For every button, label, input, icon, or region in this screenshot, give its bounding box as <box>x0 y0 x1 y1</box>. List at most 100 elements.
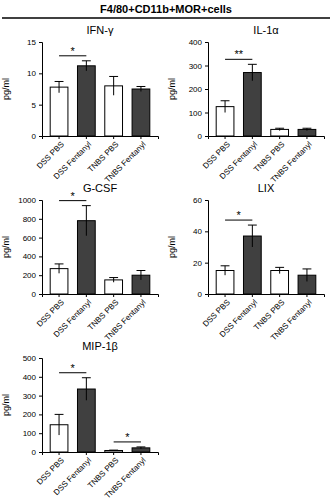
x-tick: TNBS Fentanyl <box>269 294 314 343</box>
x-tick-mark <box>140 452 141 455</box>
x-tick-mark <box>113 452 114 455</box>
y-tick-mark <box>39 200 42 201</box>
y-tick: 500 <box>23 354 42 363</box>
y-tick-mark <box>39 219 42 220</box>
y-tick: 400 <box>23 252 42 261</box>
error-stem <box>140 86 141 91</box>
x-axis: DSS PBSDSS FentanylTNBS PBSTNBS Fentanyl <box>35 294 159 343</box>
x-tick-mark <box>86 294 87 297</box>
x-axis: DSS PBSDSS FentanylTNBS PBSTNBS Fentanyl <box>35 136 159 185</box>
y-tick-mark <box>205 263 208 264</box>
y-tick-label: 20 <box>193 259 202 268</box>
x-tick-mark <box>225 294 226 297</box>
y-tick-label: 600 <box>23 234 37 243</box>
y-axis-line <box>205 201 209 295</box>
error-stem <box>59 81 60 92</box>
error-cap <box>221 100 230 101</box>
error-bar <box>221 266 230 275</box>
y-tick-mark <box>39 452 42 453</box>
x-tick: TNBS Fentanyl <box>103 452 148 500</box>
x-tick-mark <box>306 136 307 139</box>
error-bar <box>248 64 257 80</box>
figure-title: F4/80+CD11b+MOR+cells <box>100 3 232 15</box>
error-cap <box>55 263 64 264</box>
error-bar <box>109 76 118 95</box>
marks <box>50 61 150 136</box>
x-tick-label: DSS Fentanyl <box>52 456 93 497</box>
y-tick-label: 5 <box>32 101 37 110</box>
panel: 051015DSS PBSDSS FentanylTNBS PBSTNBS Fe… <box>1 24 159 185</box>
y-axis-title: pg/ml <box>1 78 11 100</box>
y-tick-label: 200 <box>23 271 37 280</box>
plot: 0100200300400DSS PBSDSS FentanylTNBS PBS… <box>189 38 325 184</box>
x-tick: DSS Fentanyl <box>218 136 259 181</box>
x-tick-mark <box>59 136 60 139</box>
x-tick: DSS Fentanyl <box>52 294 93 339</box>
x-tick-label: DSS Fentanyl <box>218 140 259 181</box>
y-tick-label: 100 <box>189 109 203 118</box>
y-tick: 200 <box>23 410 42 419</box>
y-tick-label: 400 <box>23 373 37 382</box>
x-tick-mark <box>86 452 87 455</box>
x-axis-line <box>43 295 159 298</box>
x-tick-mark <box>86 136 87 139</box>
y-tick-mark <box>39 275 42 276</box>
x-tick-label: DSS Fentanyl <box>218 298 259 339</box>
error-stem <box>252 225 253 247</box>
y-tick-label: 0 <box>32 132 37 141</box>
y-tick-mark <box>205 66 208 67</box>
y-tick-mark <box>39 433 42 434</box>
significance-label: * <box>71 362 76 374</box>
y-tick: 400 <box>23 373 42 382</box>
y-axis-title: pg/ml <box>1 394 11 416</box>
y-tick-label: 40 <box>193 227 202 236</box>
error-stem <box>252 64 253 80</box>
error-bar <box>275 267 284 273</box>
y-axis-line <box>39 201 43 295</box>
y-tick: 400 <box>189 38 208 47</box>
x-tick-mark <box>59 294 60 297</box>
x-tick-mark <box>279 136 280 139</box>
y-axis-title: pg/ml <box>167 236 177 258</box>
y-tick-mark <box>39 136 42 137</box>
y-axis-title: pg/ml <box>167 78 177 100</box>
y-tick-mark <box>39 105 42 106</box>
x-tick-mark <box>252 294 253 297</box>
chart-title: LIX <box>258 182 275 194</box>
error-cap <box>303 128 312 129</box>
error-stem <box>225 101 226 113</box>
error-stem <box>86 61 87 71</box>
plot: 02004006008001000DSS PBSDSS FentanylTNBS… <box>18 190 158 343</box>
significance-label: * <box>125 431 130 443</box>
y-tick-label: 200 <box>189 85 203 94</box>
panel: 0204060DSS PBSDSS FentanylTNBS PBSTNBS F… <box>167 182 325 343</box>
y-tick-label: 0 <box>32 290 37 299</box>
error-stem <box>225 266 226 275</box>
significance-label: * <box>71 45 76 57</box>
y-tick-label: 200 <box>23 410 37 419</box>
error-bar <box>248 225 257 247</box>
error-cap <box>109 277 118 278</box>
error-cap <box>137 86 146 87</box>
y-axis: 051015 <box>27 38 42 141</box>
y-tick-mark <box>39 42 42 43</box>
error-cap <box>109 76 118 77</box>
x-tick-mark <box>306 294 307 297</box>
significance-label: ** <box>234 48 243 60</box>
x-axis-line <box>43 453 159 456</box>
bar <box>243 73 261 136</box>
error-bar <box>221 101 230 113</box>
y-tick-mark <box>39 414 42 415</box>
error-bar <box>82 378 91 401</box>
header-rule <box>2 17 330 19</box>
error-bar <box>55 264 64 273</box>
error-cap <box>82 205 91 206</box>
error-bar <box>137 86 146 91</box>
y-tick-label: 100 <box>23 429 37 438</box>
y-axis-line <box>39 359 43 453</box>
error-cap <box>248 64 257 65</box>
y-tick-label: 10 <box>27 69 36 78</box>
y-tick-label: 300 <box>189 62 203 71</box>
y-tick-label: 400 <box>23 252 37 261</box>
error-bar <box>55 414 64 435</box>
